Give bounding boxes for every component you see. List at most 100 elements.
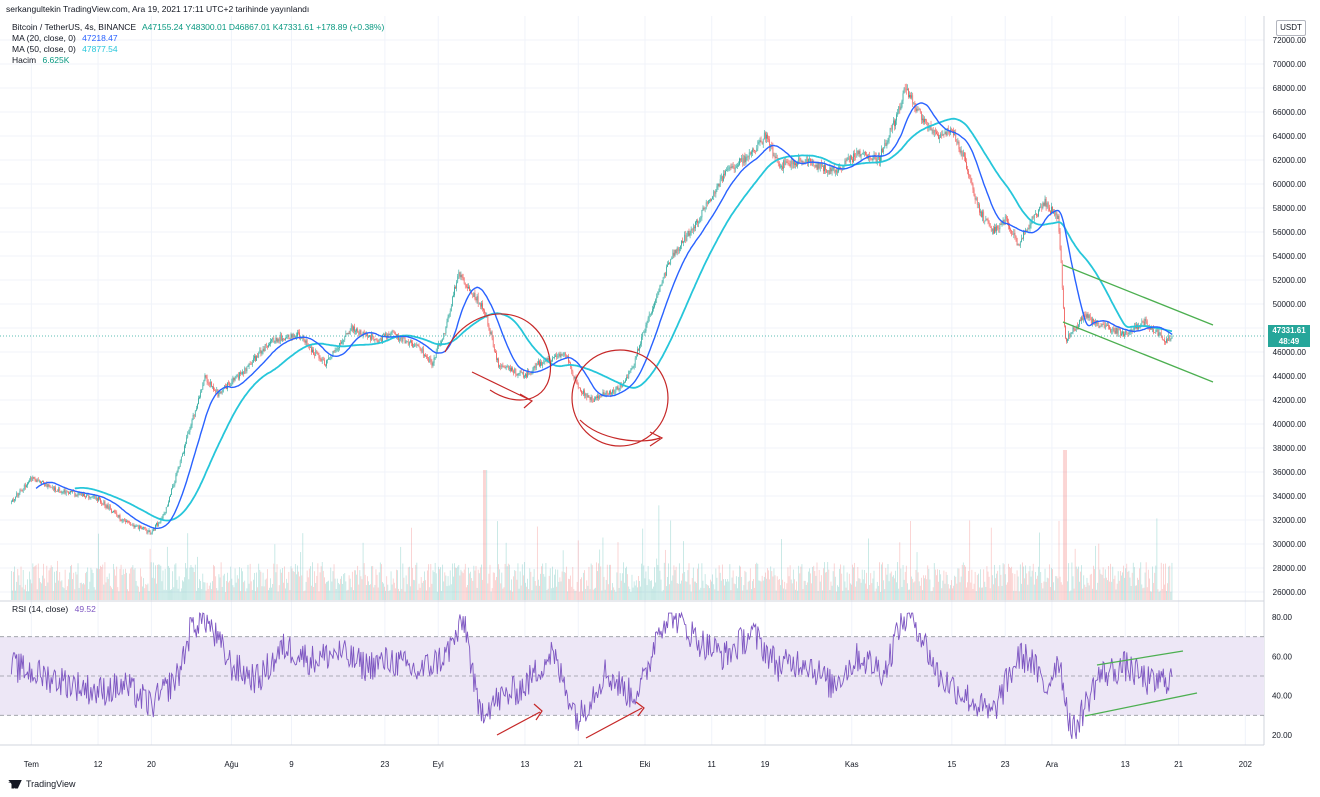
volume-legend[interactable]: Hacim 6.625K bbox=[12, 55, 73, 66]
ma20-legend[interactable]: MA (20, close, 0) 47218.47 bbox=[12, 33, 122, 44]
volume-bar bbox=[781, 539, 782, 600]
candle-body bbox=[317, 353, 319, 355]
candle-body bbox=[1112, 328, 1114, 332]
volume-bar bbox=[154, 578, 155, 600]
candle-body bbox=[889, 128, 891, 137]
volume-bar bbox=[56, 570, 57, 600]
candle-body bbox=[571, 366, 573, 372]
candle-body bbox=[690, 229, 692, 234]
volume-bar bbox=[795, 589, 796, 600]
candle-body bbox=[777, 162, 779, 164]
candle-body bbox=[686, 236, 688, 241]
candle-body bbox=[402, 337, 404, 342]
red-rsi-arrow-1 bbox=[496, 703, 543, 736]
candle-body bbox=[733, 166, 735, 170]
volume-bar bbox=[934, 569, 936, 600]
candle-body bbox=[885, 142, 887, 146]
volume-bar bbox=[103, 584, 105, 600]
volume-bar bbox=[713, 584, 715, 600]
candle-body bbox=[1113, 328, 1115, 331]
volume-bar bbox=[922, 590, 923, 600]
candle-body bbox=[227, 382, 228, 390]
rsi-legend[interactable]: RSI (14, close) 49.52 bbox=[12, 604, 100, 615]
volume-bar bbox=[737, 588, 738, 600]
candle-body bbox=[1128, 332, 1130, 334]
volume-bar bbox=[615, 591, 617, 600]
volume-bar bbox=[344, 572, 346, 600]
volume-bar bbox=[128, 591, 129, 600]
candle-body bbox=[19, 490, 21, 493]
candle-body bbox=[500, 365, 502, 368]
currency-button[interactable]: USDT bbox=[1276, 20, 1306, 36]
red-circle-2 bbox=[571, 349, 669, 447]
volume-bar bbox=[468, 567, 469, 600]
volume-bar bbox=[240, 591, 241, 600]
time-tick-label: 23 bbox=[380, 760, 389, 769]
candle-body bbox=[497, 358, 498, 360]
candle-body bbox=[947, 127, 949, 131]
candle-body bbox=[778, 163, 780, 167]
symbol-legend[interactable]: Bitcoin / TetherUS, 4s, BINANCE A47155.2… bbox=[12, 22, 388, 33]
volume-bar bbox=[815, 575, 817, 600]
candle-body bbox=[620, 384, 622, 388]
volume-bar bbox=[138, 591, 140, 600]
volume-bar bbox=[690, 591, 692, 600]
volume-bar bbox=[950, 585, 951, 600]
candle-body bbox=[315, 351, 317, 356]
volume-bar bbox=[772, 576, 774, 600]
candle-body bbox=[1171, 336, 1173, 339]
volume-bar bbox=[974, 571, 976, 600]
volume-bar bbox=[796, 581, 797, 600]
ma50-legend[interactable]: MA (50, close, 0) 47877.54 bbox=[12, 44, 122, 55]
volume-bar bbox=[856, 581, 858, 600]
volume-bar bbox=[436, 591, 438, 600]
candle-body bbox=[157, 522, 158, 526]
volume-bar bbox=[559, 577, 561, 600]
volume-bar bbox=[1086, 577, 1088, 600]
candle-body bbox=[264, 344, 266, 352]
candle-body bbox=[743, 155, 745, 164]
candle-body bbox=[940, 134, 942, 138]
volume-bar bbox=[760, 581, 762, 600]
volume-bar bbox=[276, 564, 278, 600]
volume-bar bbox=[60, 581, 62, 600]
candle-body bbox=[172, 485, 174, 489]
candle-body bbox=[1045, 198, 1047, 207]
volume-bar bbox=[1015, 590, 1017, 600]
candle-body bbox=[18, 492, 20, 497]
candle-body bbox=[362, 331, 364, 336]
candle-body bbox=[294, 336, 296, 338]
candle-body bbox=[945, 131, 947, 136]
volume-bars bbox=[10, 450, 1173, 600]
candle-body bbox=[781, 166, 782, 168]
candle-body bbox=[84, 494, 85, 497]
volume-bar bbox=[230, 566, 232, 600]
volume-bar bbox=[260, 571, 262, 600]
candle-body bbox=[190, 425, 192, 430]
volume-bar bbox=[178, 576, 180, 600]
tradingview-logo[interactable]: TradingView bbox=[8, 779, 76, 789]
volume-bar bbox=[112, 589, 113, 600]
volume-bar bbox=[1085, 586, 1087, 600]
candle-body bbox=[48, 484, 50, 486]
volume-bar bbox=[102, 564, 104, 600]
candle-body bbox=[449, 310, 451, 315]
volume-bar bbox=[896, 582, 897, 600]
volume-bar bbox=[784, 581, 786, 600]
candle-body bbox=[506, 365, 508, 367]
volume-bar bbox=[715, 568, 717, 600]
candle-body bbox=[1097, 323, 1099, 325]
candle-body bbox=[487, 315, 489, 325]
candle-body bbox=[218, 392, 220, 397]
candle-body bbox=[169, 497, 170, 503]
candle-body bbox=[846, 158, 848, 161]
volume-bar bbox=[97, 568, 98, 600]
volume-bar bbox=[1073, 588, 1075, 600]
candle-body bbox=[358, 332, 360, 335]
volume-bar bbox=[187, 533, 189, 600]
candle-body bbox=[955, 133, 957, 142]
volume-bar bbox=[438, 566, 439, 600]
volume-bar bbox=[840, 564, 842, 600]
volume-bar bbox=[33, 567, 35, 600]
